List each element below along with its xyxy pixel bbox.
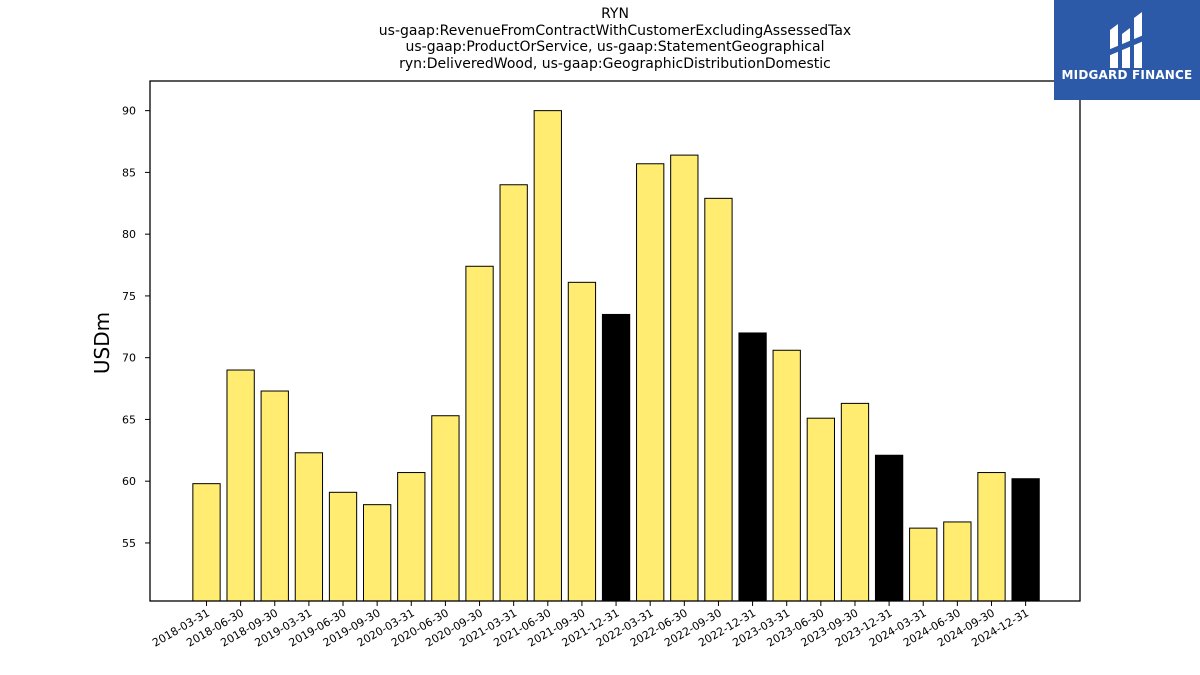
bar — [772, 349, 801, 602]
bar — [704, 197, 733, 602]
y-tick-label: 55 — [122, 537, 136, 550]
bar — [192, 483, 221, 602]
chart-subtitle-members: ryn:DeliveredWood, us-gaap:GeographicDis… — [399, 55, 831, 72]
bar — [636, 163, 665, 602]
y-tick-label: 75 — [122, 290, 136, 303]
bar — [806, 417, 835, 602]
midgard-logo-icon — [1108, 12, 1146, 68]
bar — [874, 454, 904, 602]
y-tick-label: 80 — [122, 228, 136, 241]
bar — [601, 313, 631, 602]
y-tick-label: 85 — [122, 166, 136, 179]
bar — [294, 452, 324, 602]
bar — [1011, 478, 1040, 602]
y-axis-label: USDm — [90, 312, 114, 374]
bar — [431, 415, 460, 602]
bar — [840, 402, 870, 602]
bar — [363, 504, 392, 602]
bar — [397, 472, 426, 602]
bar — [977, 472, 1006, 602]
midgard-finance-logo: MIDGARD FINANCE — [1054, 0, 1200, 100]
bar — [533, 110, 562, 602]
chart-title-block: RYN us-gaap:RevenueFromContractWithCusto… — [0, 6, 1200, 72]
y-tick-label: 65 — [122, 413, 136, 426]
y-tick-label: 60 — [122, 475, 136, 488]
plot-frame — [149, 80, 1081, 602]
logo-text: MIDGARD FINANCE — [1061, 68, 1193, 82]
bar — [567, 281, 597, 602]
bar — [943, 521, 972, 602]
bar — [738, 332, 767, 602]
bar — [909, 527, 938, 602]
chart-subtitle-concept: us-gaap:RevenueFromContractWithCustomerE… — [378, 22, 852, 39]
bar — [465, 265, 494, 602]
y-tick-label: 70 — [122, 352, 136, 365]
chart-title: RYN — [601, 6, 629, 22]
bar — [260, 390, 289, 602]
bar — [670, 154, 699, 602]
y-tick-label: 90 — [122, 105, 136, 118]
bar — [226, 369, 255, 602]
bar — [499, 184, 528, 602]
bar — [328, 491, 358, 602]
chart-subtitle-axes: us-gaap:ProductOrService, us-gaap:Statem… — [405, 39, 825, 55]
